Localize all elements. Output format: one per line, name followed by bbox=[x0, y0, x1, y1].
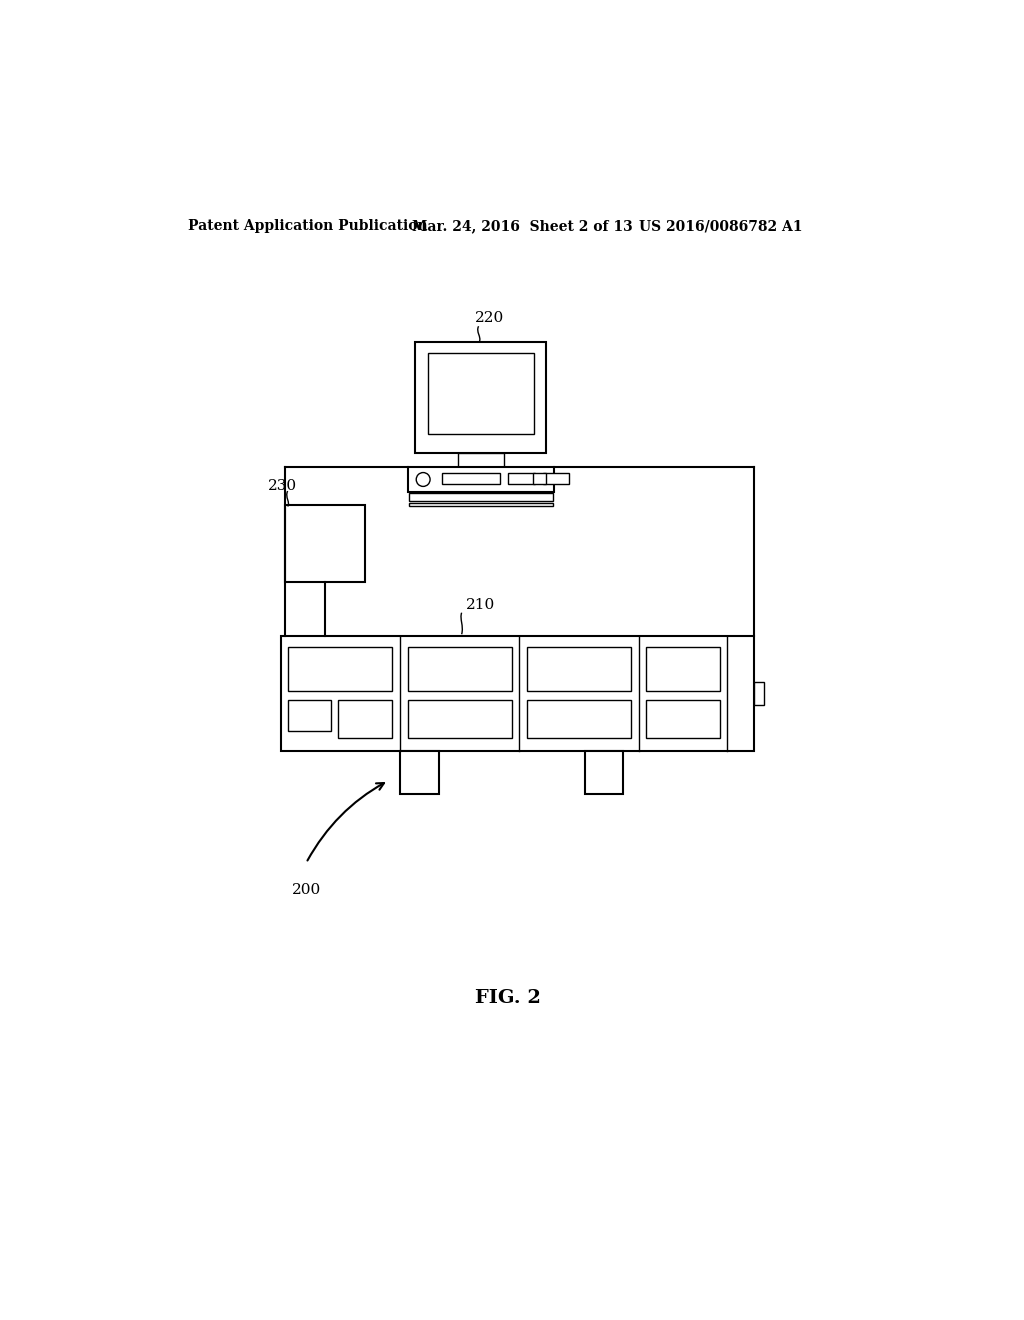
Bar bbox=[508, 474, 535, 484]
Bar bbox=[339, 700, 392, 738]
Bar bbox=[408, 700, 512, 738]
Bar bbox=[532, 474, 547, 484]
Bar bbox=[543, 474, 569, 484]
Bar bbox=[289, 700, 331, 730]
Bar bbox=[400, 751, 438, 793]
Bar bbox=[410, 503, 553, 506]
Bar bbox=[646, 700, 720, 738]
Text: 230: 230 bbox=[267, 479, 297, 492]
Text: 200: 200 bbox=[292, 883, 322, 896]
Bar bbox=[416, 342, 547, 453]
Text: Mar. 24, 2016  Sheet 2 of 13: Mar. 24, 2016 Sheet 2 of 13 bbox=[412, 219, 633, 234]
Text: 220: 220 bbox=[475, 310, 504, 325]
Text: 210: 210 bbox=[466, 598, 495, 612]
Text: Patent Application Publication: Patent Application Publication bbox=[188, 219, 428, 234]
Bar bbox=[458, 453, 504, 467]
Bar bbox=[408, 647, 512, 692]
Bar bbox=[527, 700, 631, 738]
Text: FIG. 2: FIG. 2 bbox=[475, 989, 541, 1007]
Text: US 2016/0086782 A1: US 2016/0086782 A1 bbox=[639, 219, 802, 234]
Bar bbox=[410, 494, 553, 502]
Bar bbox=[408, 467, 554, 492]
Bar bbox=[442, 474, 500, 484]
Bar bbox=[646, 647, 720, 692]
Bar bbox=[585, 751, 624, 793]
Bar bbox=[281, 636, 755, 751]
Bar bbox=[289, 647, 392, 692]
Bar bbox=[285, 506, 366, 582]
Bar bbox=[428, 354, 535, 434]
Bar bbox=[755, 682, 764, 705]
Bar bbox=[527, 647, 631, 692]
